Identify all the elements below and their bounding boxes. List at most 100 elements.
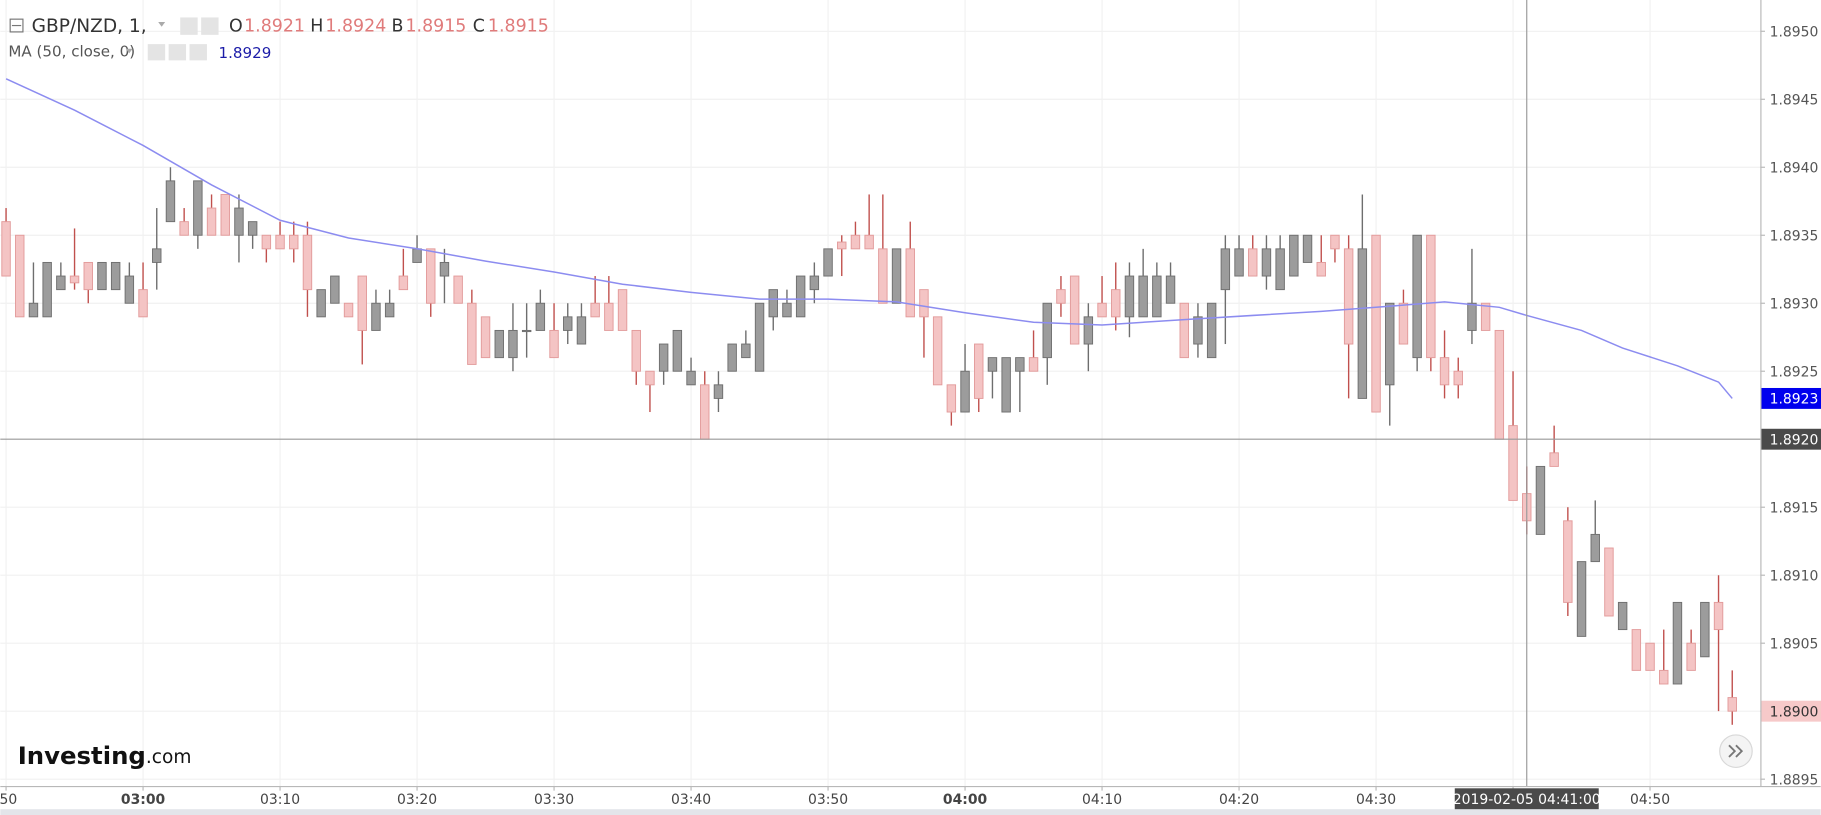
ma-icon-eye[interactable]: [147, 44, 166, 61]
candle-body: [1302, 234, 1313, 263]
candle-body: [1631, 629, 1642, 671]
candle-body: [15, 234, 25, 318]
candle-body: [1138, 275, 1148, 318]
candle-body: [1549, 452, 1559, 467]
candle-body: [179, 221, 189, 236]
x-tick-label: 04:10: [1082, 792, 1122, 808]
candle-body: [439, 261, 450, 277]
candle-body: [768, 289, 778, 318]
ma-icon-settings[interactable]: [168, 44, 187, 61]
x-tick-label: 03:10: [260, 792, 300, 808]
o-label: O: [229, 17, 243, 37]
candle-body: [590, 302, 600, 318]
candle-body: [1412, 234, 1422, 359]
y-tick-label: 1.8940: [1770, 160, 1819, 176]
ma-dropdown[interactable]: [125, 48, 133, 54]
candle-body: [384, 302, 395, 318]
candle-body: [1261, 248, 1272, 277]
icon-eye[interactable]: [180, 17, 198, 35]
candle-body: [1385, 302, 1395, 386]
x-tick-label: 04:30: [1356, 792, 1396, 808]
candle-body: [220, 193, 230, 236]
candle-body: [549, 329, 559, 359]
y-tick-label: 1.8905: [1770, 636, 1819, 652]
candle-body: [1563, 520, 1573, 603]
candle-body: [878, 248, 888, 304]
collapse-icon[interactable]: [9, 18, 24, 33]
x-tick-label: :50: [0, 792, 17, 808]
y-tick-label: 1.8950: [1770, 24, 1819, 40]
candle-body: [1480, 302, 1491, 331]
candle-body: [97, 261, 107, 291]
candle-body: [987, 357, 998, 372]
candle-body: [1193, 316, 1203, 345]
candle-body: [617, 289, 628, 331]
x-tick-label: 03:30: [534, 792, 574, 808]
candle-body: [193, 180, 203, 236]
candle-body: [316, 289, 326, 318]
candle-body: [398, 275, 409, 291]
ma-price-label: 1.8923: [1770, 392, 1819, 408]
dropdown[interactable]: [158, 22, 166, 27]
b-label: B: [392, 17, 404, 37]
candle-body: [234, 207, 244, 236]
candle-body: [1576, 561, 1587, 637]
candle-body: [412, 248, 422, 263]
h-value: 1.8924: [325, 17, 386, 37]
candle-body: [1343, 248, 1354, 345]
symbol: GBP/NZD, 1,: [32, 16, 147, 37]
y-tick-label: 1.8925: [1770, 364, 1819, 380]
candle-body: [1535, 465, 1546, 535]
candle-body: [1, 221, 11, 277]
candle-body: [713, 384, 724, 399]
candle-body: [42, 261, 52, 318]
candle-body: [1042, 302, 1052, 359]
candle-body: [1727, 697, 1737, 712]
ma-icon-close[interactable]: [189, 44, 207, 61]
candle-body: [1234, 248, 1244, 277]
candle-body: [261, 234, 272, 250]
icon-settings[interactable]: [201, 17, 219, 35]
bottom-strip: [0, 809, 1821, 815]
plot: [0, 0, 1761, 786]
candle-body: [56, 275, 66, 291]
y-tick-label: 1.8945: [1770, 92, 1819, 108]
candle-body: [1672, 601, 1683, 685]
candle-body: [576, 316, 587, 345]
candle-body: [302, 234, 313, 291]
candle-body: [371, 302, 381, 331]
candle-body: [1439, 357, 1450, 386]
x-tick-label: 04:50: [1630, 792, 1670, 808]
candle-body: [631, 329, 641, 372]
candle-body: [905, 248, 915, 318]
y-tick-label: 1.8910: [1770, 568, 1819, 584]
candle-body: [919, 289, 929, 318]
candle-body: [152, 248, 162, 263]
candle-body: [1453, 370, 1463, 386]
candle-body: [1494, 329, 1505, 440]
candle-body: [686, 370, 696, 386]
candle-body: [165, 180, 176, 223]
candle-body: [1508, 425, 1518, 501]
candle-body: [535, 302, 546, 331]
candle-body: [1179, 302, 1189, 359]
y-tick-label: 1.8935: [1770, 228, 1819, 244]
candle-body: [850, 234, 861, 250]
candle-body: [563, 316, 573, 331]
candle-body: [1713, 601, 1724, 631]
candle-body: [138, 289, 148, 318]
crosshair-x-label: 2019-02-05 04:41:00: [1453, 792, 1601, 808]
candle-body: [1371, 234, 1381, 413]
candle-body: [864, 234, 874, 250]
candle-body: [700, 384, 710, 440]
candle-body: [1015, 357, 1025, 372]
crosshair-price-box: [1761, 428, 1821, 450]
candle-body: [1220, 248, 1231, 291]
candle-body: [1316, 261, 1326, 277]
y-tick-label: 1.8930: [1770, 296, 1819, 312]
candle-body: [741, 343, 751, 359]
crosshair-price-label: 1.8920: [1770, 432, 1819, 448]
candle-body: [1467, 302, 1477, 331]
last-price-label: 1.8900: [1770, 704, 1819, 720]
